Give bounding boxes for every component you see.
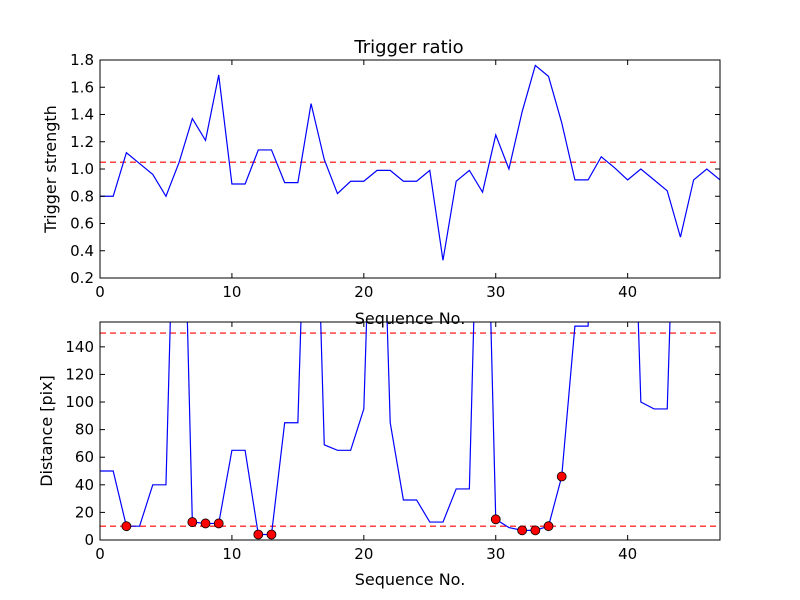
series-line: [100, 322, 671, 536]
x-tick-label: 0: [95, 545, 105, 563]
y-tick-label: 1.8: [70, 51, 94, 69]
x-axis-ticks: 0 10 20 30 40: [95, 60, 637, 301]
series-line: [100, 64, 720, 261]
plot-frame: [99, 321, 721, 541]
x-tick-label: 10: [222, 545, 241, 563]
y-tick-label: 0.4: [70, 242, 94, 260]
y-tick-label: 1.4: [70, 106, 94, 124]
y-tick-label: 60: [75, 448, 94, 466]
y-tick-label: 120: [65, 365, 94, 383]
y-tick-label: 0: [84, 531, 94, 549]
x-tick-label: 0: [95, 283, 105, 301]
data-point: [556, 471, 567, 482]
x-axis-label: Sequence No.: [355, 570, 466, 589]
y-tick-label: 0.6: [70, 215, 94, 233]
markers: [121, 471, 567, 540]
x-axis-label: Sequence No.: [355, 309, 466, 328]
data-point: [213, 518, 224, 529]
y-axis-ticks: 0.2 0.4 0.6 0.8 1.0 1.2 1.4 1.6 1.8: [70, 51, 720, 287]
chart-distance: 0 10 20 30 40 0 20 40 60 80 100 120 140 Sequence No…: [37, 321, 721, 589]
data-point: [200, 518, 211, 529]
chart-title: Trigger ratio: [353, 37, 463, 58]
y-tick-label: 40: [75, 476, 94, 494]
x-tick-label: 10: [222, 283, 241, 301]
chart-trigger-ratio: Trigger ratio 0 10 20 30 40 0.2 0.4 0.6 0.8 1.0 1…: [41, 37, 721, 328]
y-tick-label: 1.6: [70, 78, 94, 96]
data-point: [490, 514, 501, 525]
x-tick-label: 20: [354, 545, 373, 563]
y-tick-label: 1.0: [70, 160, 94, 178]
y-axis-label: Trigger strength: [41, 105, 60, 234]
y-tick-label: 0.8: [70, 187, 94, 205]
data-point: [530, 525, 541, 536]
data-point: [187, 517, 198, 527]
y-tick-label: 20: [75, 503, 94, 521]
y-tick-label: 140: [65, 338, 94, 356]
x-tick-label: 20: [354, 283, 373, 301]
x-tick-label: 30: [486, 283, 505, 301]
data-point: [543, 521, 554, 532]
y-tick-label: 1.2: [70, 133, 94, 151]
y-tick-label: 100: [65, 393, 94, 411]
data-point: [266, 529, 277, 540]
data-point: [121, 521, 132, 532]
x-axis-ticks: 0 10 20 30 40: [95, 322, 637, 563]
reference-lines: [100, 332, 720, 527]
data-point: [517, 525, 528, 536]
plot-frame: [99, 59, 721, 279]
data-point: [253, 529, 264, 540]
x-tick-label: 30: [486, 545, 505, 563]
x-tick-label: 40: [618, 283, 637, 301]
x-tick-label: 40: [618, 545, 637, 563]
y-axis-label: Distance [pix]: [37, 375, 56, 487]
y-tick-label: 80: [75, 421, 94, 439]
y-axis-ticks: 0 20 40 60 80 100 120 140: [65, 338, 720, 549]
y-tick-label: 0.2: [70, 269, 94, 287]
